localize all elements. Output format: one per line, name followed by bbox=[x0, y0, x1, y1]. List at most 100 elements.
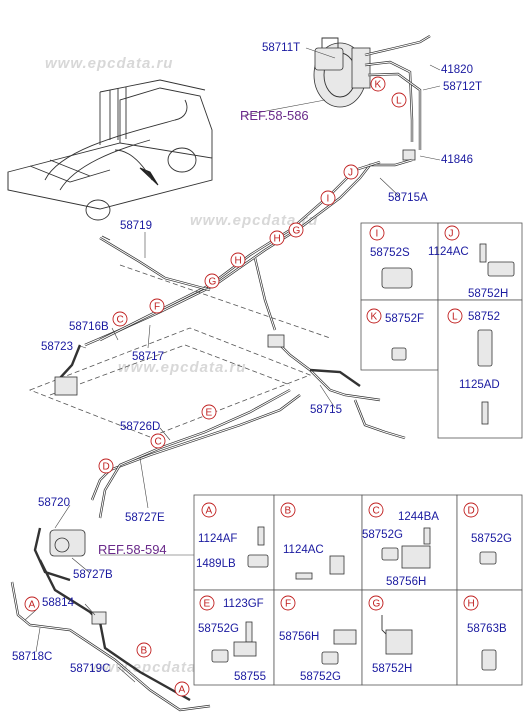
detail-L-letter: L bbox=[452, 312, 458, 323]
part-label-58814: 58814 bbox=[42, 597, 75, 609]
leaders bbox=[24, 47, 441, 683]
part-labels: 58711T 41820 58712T 41846 58715A 58719 5… bbox=[12, 42, 482, 675]
detail-A-letter: A bbox=[206, 506, 213, 517]
bolt-icon bbox=[479, 243, 487, 263]
bolt-icon bbox=[481, 401, 489, 425]
detail-C-part-1: 58752G bbox=[362, 529, 403, 541]
callout-C-bottom: C bbox=[155, 437, 162, 448]
bolt-icon bbox=[245, 621, 253, 643]
watermark-5: www.epcdata.ru bbox=[90, 659, 218, 676]
axle-frame bbox=[28, 264, 331, 438]
detail-F-part-1: 58752G bbox=[300, 671, 341, 683]
detail-K-part-0: 58752F bbox=[385, 313, 424, 325]
callout-H: H bbox=[274, 234, 281, 245]
detail-grid-upper: I 58752S J 1124AC 58752H K 58752F L 5875… bbox=[360, 222, 523, 439]
part-label-58723: 58723 bbox=[41, 341, 73, 353]
bolt-icon bbox=[257, 526, 265, 546]
detail-grid-lower: A 1124AF 1489LB B 1124AC C 1244BA 58752G… bbox=[193, 494, 523, 686]
part-label-58711T: 58711T bbox=[262, 42, 300, 54]
callout-J: J bbox=[348, 168, 353, 179]
clip-icon bbox=[247, 554, 269, 568]
part-label-58712T: 58712T bbox=[443, 81, 482, 93]
ref-58-594: REF.58-594 bbox=[98, 542, 167, 557]
detail-F-letter: F bbox=[285, 599, 291, 610]
bracket-icon bbox=[333, 629, 357, 645]
part-label-58719C: 58719C bbox=[70, 663, 110, 675]
clip-icon bbox=[385, 629, 413, 655]
truck-illustration bbox=[7, 79, 213, 221]
clip-icon bbox=[211, 649, 229, 663]
detail-B-letter: B bbox=[285, 506, 292, 517]
bracket-icon bbox=[329, 555, 345, 575]
clip-icon bbox=[381, 267, 413, 289]
detail-K-letter: K bbox=[371, 312, 378, 323]
part-label-58717: 58717 bbox=[132, 351, 164, 363]
detail-C-part-0: 1244BA bbox=[398, 511, 439, 523]
clip-icon bbox=[477, 329, 493, 367]
detail-D-part-0: 58752G bbox=[471, 533, 512, 545]
detail-I-part-0: 58752S bbox=[370, 247, 410, 259]
part-label-41820: 41820 bbox=[441, 64, 473, 76]
detail-A-part-1: 1489LB bbox=[196, 558, 236, 570]
detail-E-part-1: 58752G bbox=[198, 623, 239, 635]
detail-J-part-0: 1124AC bbox=[428, 246, 469, 258]
detail-G-letter: G bbox=[373, 599, 381, 610]
components bbox=[49, 235, 285, 625]
callout-K: K bbox=[375, 80, 382, 91]
detail-L-part-1: 1125AD bbox=[459, 379, 500, 391]
part-label-58715: 58715 bbox=[310, 404, 342, 416]
clip-icon bbox=[391, 347, 407, 361]
brake-pipes bbox=[10, 158, 413, 712]
detail-J-letter: J bbox=[449, 229, 454, 240]
detail-G-part-0: 58752H bbox=[372, 663, 412, 675]
clip-icon bbox=[487, 261, 515, 277]
bracket-icon bbox=[233, 641, 257, 657]
part-label-58716B: 58716B bbox=[69, 321, 109, 333]
callout-B: B bbox=[141, 646, 148, 657]
detail-C-letter: C bbox=[373, 506, 380, 517]
callout-L: L bbox=[396, 96, 402, 107]
main-callouts: K L J I H G H G F C E C D A B A bbox=[24, 76, 407, 697]
callout-G-top: G bbox=[293, 226, 301, 237]
master-cylinder bbox=[313, 34, 431, 161]
bolt-icon bbox=[423, 527, 431, 545]
part-label-58727E: 58727E bbox=[125, 512, 165, 524]
detail-A-part-0: 1124AF bbox=[198, 533, 237, 545]
clip-icon bbox=[479, 551, 497, 565]
detail-F-part-0: 58756H bbox=[279, 631, 319, 643]
callout-D: D bbox=[103, 462, 110, 473]
part-label-58726D: 58726D bbox=[120, 421, 160, 433]
clip-icon bbox=[321, 651, 339, 665]
bracket-icon bbox=[401, 545, 431, 569]
clip-icon bbox=[381, 547, 399, 561]
detail-C-part-2: 58756H bbox=[386, 576, 426, 588]
part-label-58720: 58720 bbox=[38, 497, 70, 509]
clip-icon bbox=[481, 649, 497, 671]
callout-F: F bbox=[154, 302, 160, 313]
part-label-58715A: 58715A bbox=[388, 192, 428, 204]
bolt-icon bbox=[295, 572, 313, 580]
part-label-58727B: 58727B bbox=[73, 569, 113, 581]
watermark-2: www.epcdata.ru bbox=[190, 212, 318, 229]
detail-E-part-2: 58755 bbox=[234, 671, 266, 683]
callout-E: E bbox=[206, 408, 213, 419]
detail-I-letter: I bbox=[376, 229, 379, 240]
detail-E-letter: E bbox=[204, 599, 211, 610]
callout-H-mid: H bbox=[235, 256, 242, 267]
callout-C-top: C bbox=[117, 315, 124, 326]
detail-H-letter: H bbox=[468, 599, 475, 610]
part-label-41846: 41846 bbox=[441, 154, 473, 166]
callout-A-bottom: A bbox=[179, 685, 186, 696]
part-label-58718C: 58718C bbox=[12, 651, 52, 663]
detail-H-part-0: 58763B bbox=[467, 623, 507, 635]
callout-A-left: A bbox=[29, 600, 36, 611]
watermark-1: www.epcdata.ru bbox=[45, 55, 173, 72]
detail-E-part-0: 1123GF bbox=[223, 598, 264, 610]
callout-I: I bbox=[327, 194, 330, 205]
detail-L-part-0: 58752 bbox=[468, 311, 500, 323]
detail-D-letter: D bbox=[468, 506, 475, 517]
watermark-3: www.epcdata.ru bbox=[118, 359, 246, 376]
detail-J-part-1: 58752H bbox=[468, 288, 508, 300]
callout-G-mid: G bbox=[209, 277, 217, 288]
